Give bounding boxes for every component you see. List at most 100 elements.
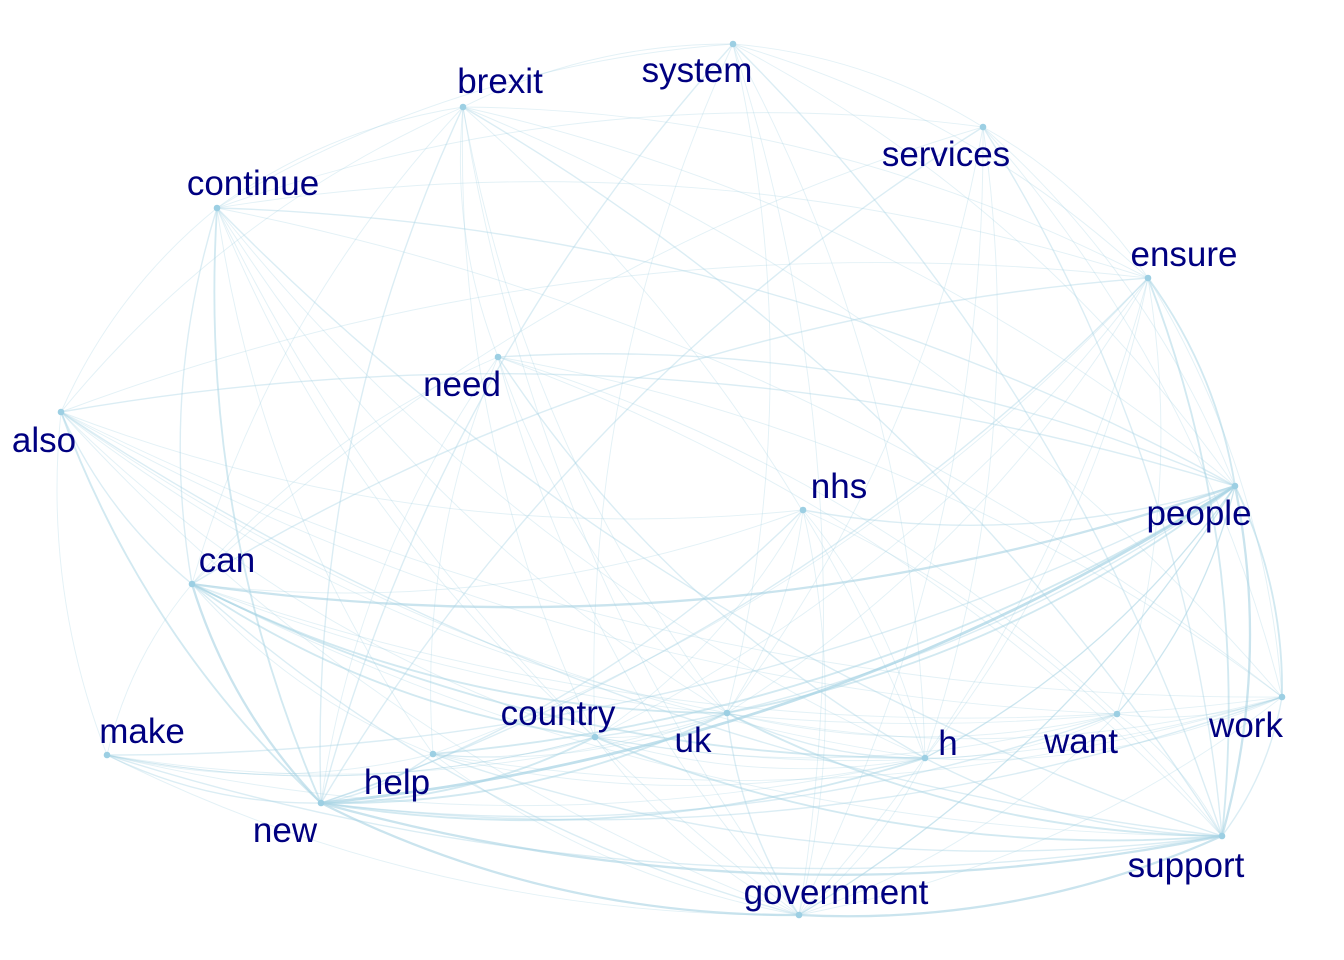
edge-people-h [924,485,1236,759]
edge-country-uk [594,712,728,738]
edge-new-people [320,484,1236,805]
node-label-can: can [199,541,255,580]
edge-country-support [594,736,1223,842]
edge-make-support [106,754,1223,870]
edge-services-continue [216,112,984,209]
edge-uk-help [432,712,728,758]
edge-continue-country [216,207,596,738]
edge-continue-can [179,207,218,585]
edge-ensure-support [1147,277,1230,837]
edge-continue-people [216,207,1236,487]
node-label-support: support [1128,846,1245,885]
node-label-need: need [423,365,501,404]
edge-government-uk [726,712,800,916]
edge-need-government [497,356,800,916]
edge-government-people [798,485,1236,916]
edge-nhs-new [320,509,804,804]
node-help [429,750,437,758]
edge-brexit-uk [462,106,728,714]
edge-ensure-country [594,277,1149,738]
edge-brexit-ensure [462,106,1149,279]
node-people [1231,482,1239,490]
edge-also-h [60,411,926,759]
node-need [494,353,502,361]
edge-need-uk [497,356,728,714]
edge-h-support [924,757,1223,837]
edge-system-government [732,43,824,916]
edge-new-government [320,801,800,917]
edge-also-can [60,411,193,585]
edge-services-ensure [982,126,1149,279]
edge-nhs-people [802,485,1236,527]
edge-work-new [320,696,1283,821]
node-government [795,911,803,919]
edge-brexit-people [462,106,1236,487]
edge-people-want [1116,485,1236,715]
edge-can-make [106,583,193,756]
edge-can-people [191,484,1236,609]
edge-also-work [60,411,1283,698]
node-label-people: people [1146,494,1251,533]
edge-also-nhs [60,411,804,520]
node-label-services: services [882,135,1010,174]
edge-ensure-also [60,262,1149,413]
edge-help-people [432,485,1236,755]
edge-continue-work [216,207,1283,698]
node-label-system: system [642,51,753,90]
edge-want-new [320,713,1118,818]
edge-continue-help [216,207,434,755]
edge-can-help [191,583,434,755]
edge-make-uk [106,712,728,775]
edge-brexit-can [191,106,464,585]
edges-layer [56,43,1283,918]
node-can [188,580,196,588]
node-label-work: work [1208,706,1283,745]
edge-system-support [732,43,1223,837]
node-ensure [1144,274,1152,282]
edge-want-work [1116,696,1283,718]
edge-make-h [106,754,926,807]
edge-h-people [924,485,1236,759]
edge-brexit-government [462,106,800,916]
edge-need-new [320,356,499,804]
edge-need-help [430,356,499,755]
node-label-want: want [1043,722,1118,761]
edge-system-uk [726,43,771,714]
edge-brexit-work [462,106,1283,698]
edge-want-support [1116,713,1223,837]
node-label-continue: continue [187,164,319,203]
node-label-government: government [744,873,929,912]
node-brexit [459,103,467,111]
edge-country-help [432,736,596,758]
edge-uk-work [726,696,1283,740]
edge-uk-people [726,485,1236,714]
edge-ensure-people [1147,277,1236,487]
edge-services-support [982,126,1223,837]
edge-ensure-government [798,277,1149,916]
edge-brexit-continue [216,106,464,209]
edge-work-help [432,696,1283,781]
edge-system-h [732,43,926,759]
node-support [1218,832,1226,840]
edge-services-new [320,126,984,804]
edge-services-uk [726,126,984,714]
edge-also-country [60,411,596,738]
edge-system-country [593,43,734,738]
edge-can-support [191,583,1223,837]
edge-country-make [106,736,596,777]
nodes-layer [57,40,1286,919]
edge-uk-want [726,712,1118,738]
node-label-new: new [253,811,318,850]
edge-ensure-want [1116,277,1162,715]
node-label-h: h [938,724,957,763]
edge-h-work [924,696,1283,761]
edge-nhs-uk [726,509,804,714]
edge-new-can [190,583,322,804]
node-label-help: help [364,763,430,802]
edge-uk-h [726,712,926,759]
node-label-uk: uk [675,721,712,760]
edge-system-services [732,43,984,128]
edge-system-new [320,43,734,804]
edge-nhs-government [798,509,826,916]
